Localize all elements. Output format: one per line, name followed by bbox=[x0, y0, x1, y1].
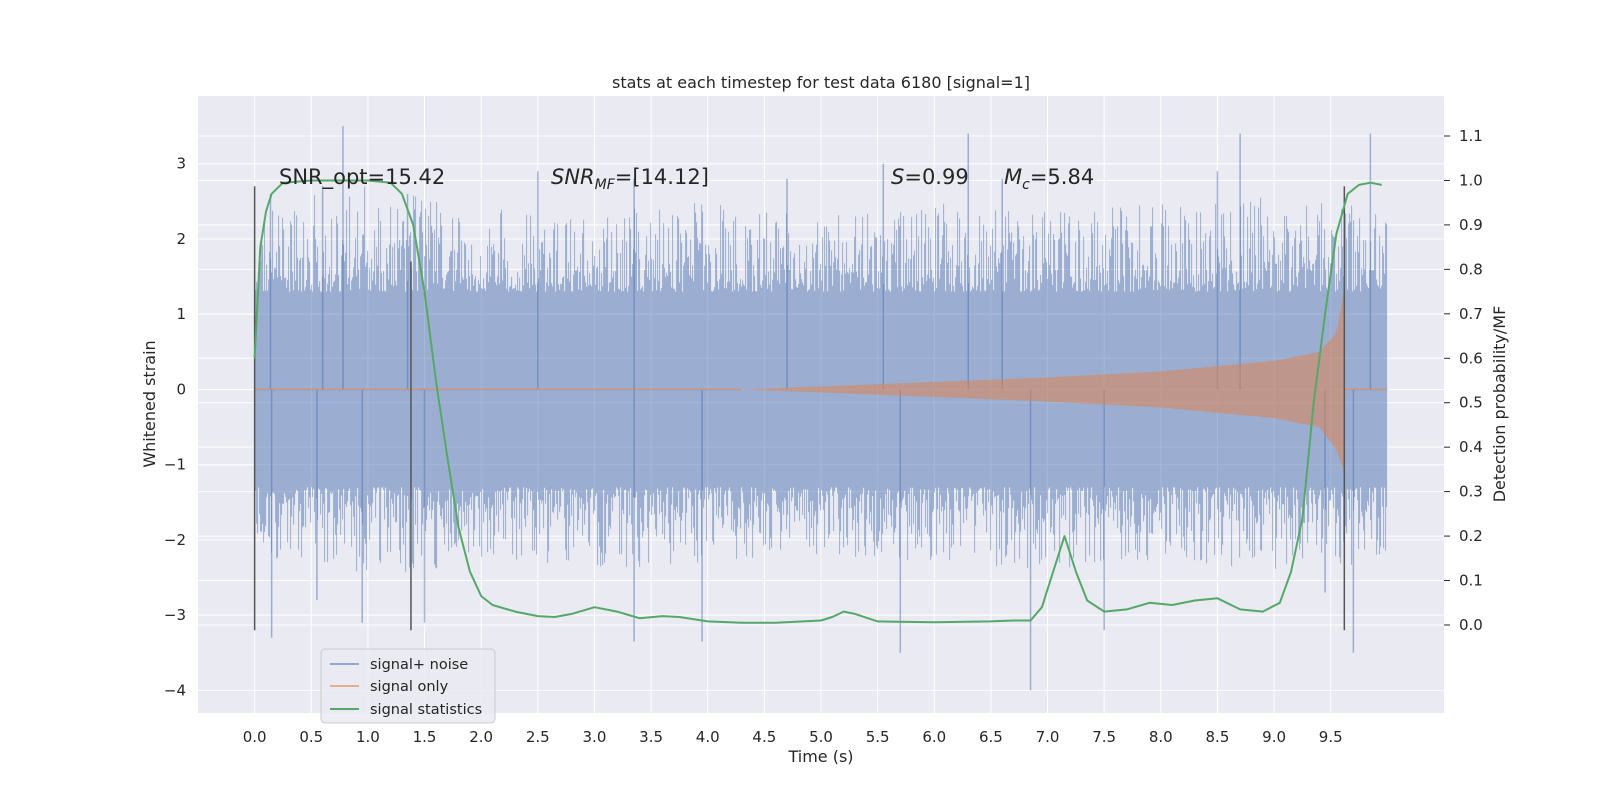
x-tick-label-8: 4.0 bbox=[696, 728, 720, 746]
x-tick-label-10: 5.0 bbox=[809, 728, 833, 746]
snr-mf-base: SNR bbox=[551, 165, 595, 189]
legend-label-signal: signal only bbox=[370, 679, 449, 695]
s-value: =0.99 bbox=[904, 165, 968, 189]
x-tick-label-14: 7.0 bbox=[1036, 728, 1060, 746]
signal-statistics-line bbox=[253, 179, 1382, 624]
x-tick-label-19: 9.5 bbox=[1319, 728, 1343, 746]
x-tick-label-3: 1.5 bbox=[413, 728, 437, 746]
x-tick-label-15: 7.5 bbox=[1092, 728, 1116, 746]
mc-value: =5.84 bbox=[1030, 165, 1094, 189]
y2-tick-label-2: 0.2 bbox=[1459, 527, 1483, 545]
y-tick-label-6: 2 bbox=[176, 230, 186, 248]
y-tick-label-5: 1 bbox=[176, 305, 186, 323]
y-tick-label-0: −4 bbox=[164, 681, 186, 699]
y2-tick-label-7: 0.7 bbox=[1459, 305, 1483, 323]
signal-statistics-series bbox=[253, 179, 1382, 624]
signal-chirp bbox=[741, 287, 1345, 473]
y2-tick-label-5: 0.5 bbox=[1459, 394, 1483, 412]
y-tick-label-1: −3 bbox=[164, 606, 186, 624]
snr-mf-value: =[14.12] bbox=[615, 165, 709, 189]
annotation-s: S=0.99 bbox=[891, 165, 969, 189]
legend: signal+ noise signal only signal statist… bbox=[320, 648, 496, 724]
y2-tick-label-0: 0.0 bbox=[1459, 616, 1483, 634]
y-tick-label-2: −2 bbox=[164, 531, 186, 549]
y-axis-label: Whitened strain bbox=[140, 340, 159, 467]
x-tick-label-17: 8.5 bbox=[1206, 728, 1230, 746]
x-tick-label-18: 9.0 bbox=[1262, 728, 1286, 746]
x-tick-label-6: 3.0 bbox=[583, 728, 607, 746]
annotation-mc: Mc=5.84 bbox=[1004, 165, 1094, 193]
x-tick-label-4: 2.0 bbox=[469, 728, 493, 746]
annotation-snr-opt: SNR_opt=15.42 bbox=[279, 165, 445, 190]
snr-mf-sub: MF bbox=[595, 177, 616, 193]
x-tick-label-12: 6.0 bbox=[922, 728, 946, 746]
signal-only-series bbox=[254, 287, 1388, 473]
tick-labels: 0.0 0.5 1.0 1.5 2.0 2.5 3.0 3.5 4.0 4.5 5.0 5.5 6.0 6… bbox=[164, 127, 1483, 746]
s-base: S bbox=[891, 165, 904, 189]
x-tick-label-11: 5.5 bbox=[866, 728, 890, 746]
annotation-snr-mf: SNRMF=[14.12] bbox=[551, 165, 709, 193]
mc-base: M bbox=[1004, 165, 1022, 189]
x-tick-label-1: 0.5 bbox=[299, 728, 323, 746]
x-axis-label: Time (s) bbox=[787, 747, 853, 766]
y-tick-label-4: 0 bbox=[176, 380, 186, 398]
x-tick-label-9: 4.5 bbox=[752, 728, 776, 746]
x-tick-label-7: 3.5 bbox=[639, 728, 663, 746]
legend-label-noise: signal+ noise bbox=[370, 657, 468, 673]
x-tick-label-5: 2.5 bbox=[526, 728, 550, 746]
y-tick-label-3: −1 bbox=[164, 456, 186, 474]
y2-tick-label-9: 0.9 bbox=[1459, 216, 1483, 234]
legend-label-stats: signal statistics bbox=[370, 702, 482, 718]
y2-tick-label-11: 1.1 bbox=[1459, 127, 1483, 145]
x-tick-label-0: 0.0 bbox=[243, 728, 267, 746]
chart-title: stats at each timestep for test data 618… bbox=[612, 73, 1030, 92]
mc-sub: c bbox=[1022, 177, 1030, 193]
x-tick-label-16: 8.0 bbox=[1149, 728, 1173, 746]
y2-tick-label-8: 0.8 bbox=[1459, 260, 1483, 278]
y2-tick-label-3: 0.3 bbox=[1459, 483, 1483, 501]
y2-tick-label-10: 1.0 bbox=[1459, 171, 1483, 189]
y2-axis-label: Detection probability/MF bbox=[1490, 306, 1509, 503]
x-tick-label-2: 1.0 bbox=[356, 728, 380, 746]
marker-lines bbox=[253, 186, 1346, 631]
x-tick-label-13: 6.5 bbox=[979, 728, 1003, 746]
y2-tick-label-1: 0.1 bbox=[1459, 572, 1483, 590]
y-tick-label-7: 3 bbox=[176, 155, 186, 173]
y2-tick-label-4: 0.4 bbox=[1459, 438, 1483, 456]
y2-tick-label-6: 0.6 bbox=[1459, 349, 1483, 367]
legend-box bbox=[320, 648, 496, 724]
